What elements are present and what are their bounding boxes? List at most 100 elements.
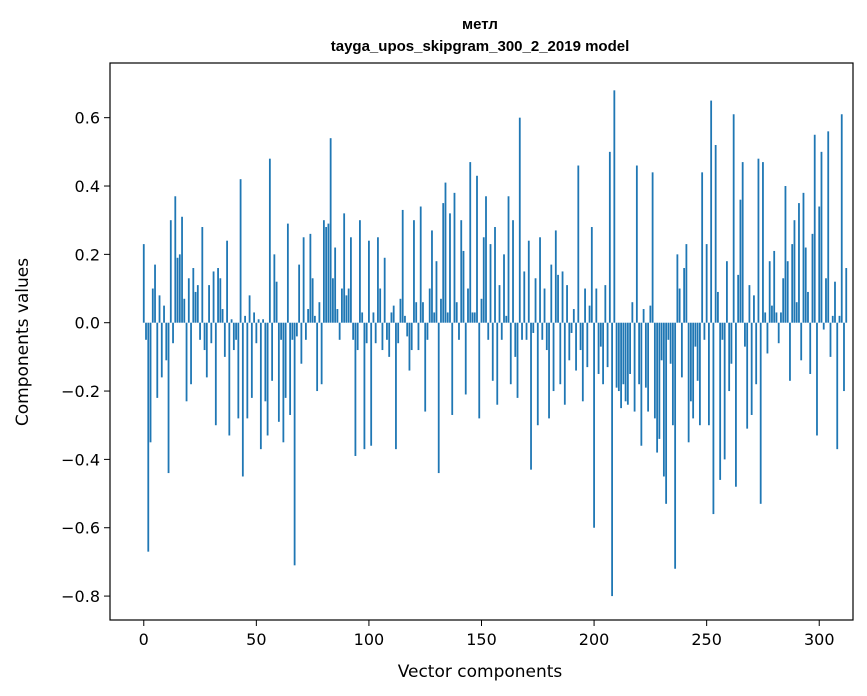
bar — [404, 315, 406, 323]
bar — [701, 172, 704, 323]
bar — [631, 302, 634, 323]
bar — [345, 295, 348, 323]
bar — [417, 322, 420, 351]
bar — [386, 322, 388, 340]
bar — [356, 322, 359, 351]
bar — [255, 322, 258, 344]
bar — [275, 281, 278, 323]
bar — [647, 322, 650, 412]
bar — [617, 322, 620, 392]
bar — [717, 291, 719, 323]
x-tick-label: 100 — [354, 630, 385, 649]
bar — [656, 322, 659, 453]
bar — [196, 285, 199, 323]
bar — [232, 322, 235, 351]
bar — [406, 322, 409, 337]
bar — [154, 264, 156, 323]
bar — [554, 230, 557, 323]
bar — [485, 196, 487, 323]
bar — [604, 285, 607, 323]
bar — [671, 322, 674, 426]
bar — [825, 278, 827, 323]
bar — [401, 209, 404, 323]
bar — [699, 322, 701, 426]
bar — [590, 227, 593, 323]
bar — [160, 322, 163, 378]
bar — [363, 322, 366, 450]
bar — [431, 230, 433, 323]
bar — [309, 233, 312, 323]
bar — [642, 309, 645, 323]
bar — [426, 322, 429, 340]
bar — [487, 322, 490, 340]
bar — [156, 322, 159, 398]
bar — [266, 322, 269, 436]
bar — [489, 244, 492, 323]
bar — [638, 322, 641, 385]
bar — [545, 322, 548, 351]
bar — [473, 312, 476, 323]
bar — [413, 220, 415, 323]
bar — [419, 206, 422, 323]
bar — [228, 322, 231, 436]
bar — [476, 175, 478, 323]
bar — [735, 322, 737, 487]
bar — [277, 322, 280, 422]
bar — [284, 322, 287, 398]
bar — [827, 131, 830, 323]
bar — [577, 165, 580, 323]
bar — [379, 288, 382, 323]
bar — [167, 322, 170, 474]
bar — [726, 261, 728, 323]
bar — [250, 322, 253, 398]
bar — [597, 322, 600, 374]
bar — [836, 322, 839, 450]
bar — [318, 302, 321, 323]
bar — [408, 322, 411, 371]
y-tick-label: −0.4 — [61, 450, 100, 469]
bar — [289, 322, 292, 415]
bar — [818, 206, 821, 323]
bar — [710, 100, 713, 323]
bar — [383, 257, 386, 323]
bar — [203, 322, 206, 351]
bar — [552, 322, 555, 392]
bar — [748, 285, 751, 323]
bar — [338, 322, 341, 340]
bar — [462, 250, 465, 323]
bar — [685, 244, 688, 323]
bar — [145, 322, 147, 340]
bar — [377, 237, 379, 323]
bar — [451, 322, 454, 415]
bar — [660, 322, 663, 361]
bar — [527, 240, 530, 323]
bar — [325, 227, 328, 323]
bar — [163, 305, 165, 323]
bar — [606, 322, 609, 368]
bar — [816, 322, 818, 436]
bar — [390, 312, 393, 323]
bar — [482, 237, 485, 323]
bar — [750, 322, 753, 415]
bar — [667, 322, 670, 340]
bar — [500, 322, 503, 340]
bar — [692, 322, 695, 419]
bar — [809, 322, 812, 374]
bar — [694, 322, 697, 347]
bar — [259, 322, 262, 450]
bar — [539, 237, 541, 323]
bar — [503, 254, 505, 323]
bar — [291, 322, 294, 340]
bar — [773, 250, 776, 323]
bar — [784, 186, 787, 323]
bar — [415, 302, 418, 323]
bar — [332, 278, 334, 323]
bar — [199, 322, 201, 340]
y-tick-label: 0.0 — [75, 314, 100, 333]
bar — [185, 322, 188, 402]
bar — [507, 196, 510, 323]
x-axis: 0 50 100 150 200 250 300 — [139, 620, 835, 649]
bar — [649, 305, 652, 323]
bar — [570, 322, 573, 333]
